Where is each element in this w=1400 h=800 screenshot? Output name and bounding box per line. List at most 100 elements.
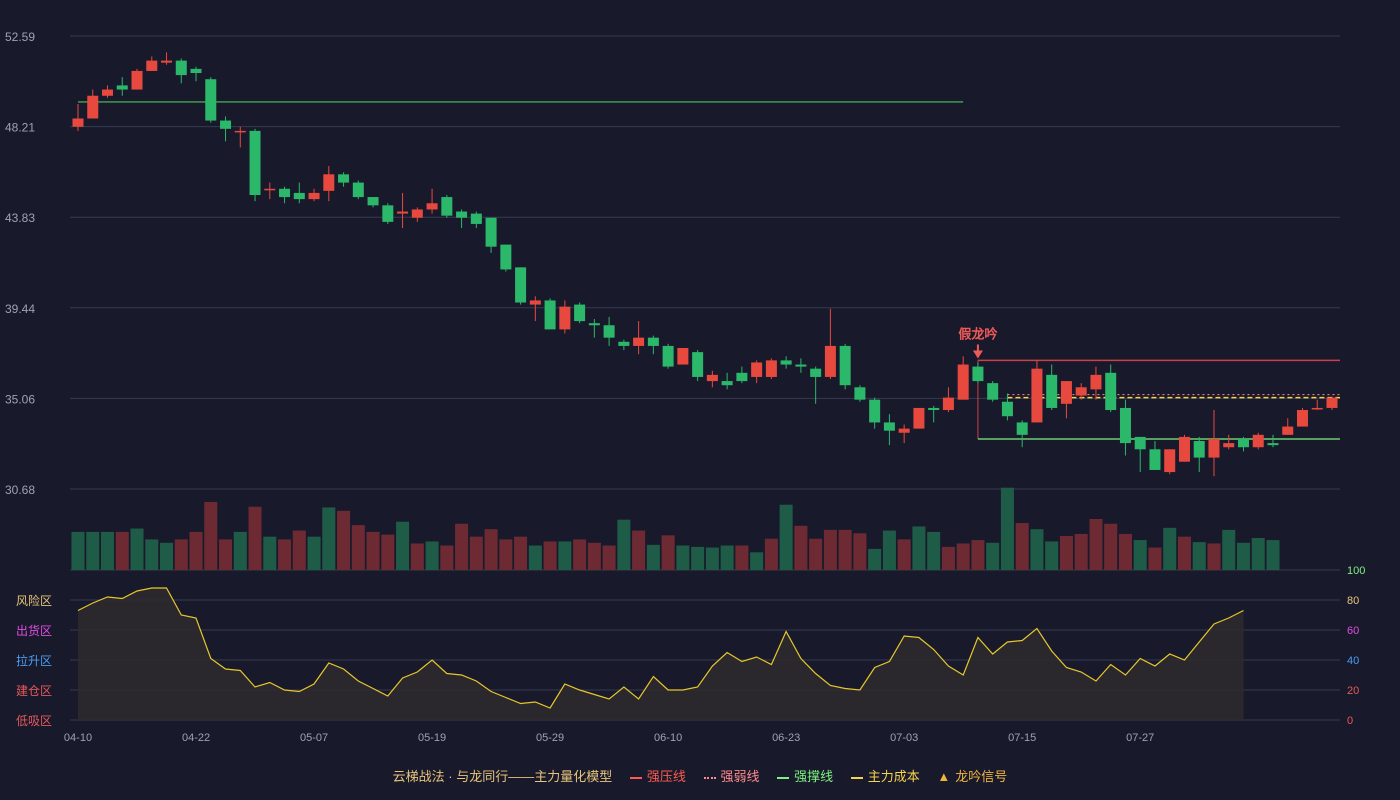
- volume-bar: [396, 521, 410, 570]
- volume-bar: [941, 546, 955, 570]
- volume-bar: [189, 531, 203, 570]
- candle-body: [1326, 397, 1338, 408]
- candle-body: [308, 192, 320, 200]
- candle-body: [323, 174, 335, 191]
- candle-body: [397, 211, 409, 214]
- x-tick-label: 06-23: [772, 732, 800, 744]
- volume-bar: [661, 535, 675, 570]
- volume-bar: [750, 552, 764, 570]
- volume-bar: [410, 543, 424, 570]
- candle-body: [1149, 449, 1161, 470]
- volume-bar: [646, 544, 660, 570]
- volume-bar: [337, 510, 351, 570]
- candle-body: [854, 387, 866, 400]
- candle-body: [780, 360, 792, 365]
- candle-body: [1046, 374, 1058, 408]
- candle-body: [824, 345, 836, 377]
- volume-bar: [1030, 529, 1044, 570]
- candle-body: [839, 345, 851, 386]
- volume-bar: [1177, 536, 1191, 570]
- candle-body: [456, 211, 468, 218]
- x-tick-label: 05-07: [300, 732, 328, 744]
- candle-body: [1105, 372, 1117, 411]
- candle-body: [338, 174, 350, 183]
- candle-body: [470, 213, 482, 224]
- candle-body: [441, 197, 453, 216]
- price-tick-label: 48.21: [5, 121, 35, 135]
- x-tick-label: 07-15: [1008, 732, 1036, 744]
- candle-body: [293, 192, 305, 200]
- candle-body: [1208, 438, 1220, 458]
- legend-item-main-cost: 主力成本: [850, 766, 920, 785]
- legend-item-signal: ▲ 龙吟信号: [937, 766, 1007, 785]
- volume-bar: [543, 541, 557, 570]
- legend-label: 强弱线: [720, 769, 760, 784]
- legend-item-strength-line: 强弱线: [703, 766, 760, 785]
- x-tick-label: 07-03: [890, 732, 918, 744]
- candle-body: [913, 407, 925, 429]
- candle-body: [1311, 407, 1323, 410]
- legend-swatch-dotted-pink: [703, 776, 716, 779]
- candle-body: [234, 130, 246, 133]
- candle-body: [161, 60, 173, 63]
- candle-body: [426, 203, 438, 210]
- volume-bar: [292, 530, 306, 570]
- volume-bar: [1251, 538, 1265, 570]
- candle-body: [1267, 443, 1279, 446]
- candle-body: [647, 337, 659, 346]
- candle-body: [146, 60, 158, 71]
- zone-label: 低吸区: [16, 714, 52, 728]
- candle-body: [972, 366, 984, 382]
- candle-body: [352, 182, 364, 198]
- volume-bar: [381, 534, 395, 570]
- candle-body: [633, 337, 645, 346]
- candle-body: [1164, 449, 1176, 473]
- volume-bar: [617, 519, 631, 570]
- candle-body: [1178, 436, 1190, 462]
- price-tick-label: 35.06: [5, 392, 35, 406]
- volume-bar: [912, 526, 926, 570]
- indicator-tick-label: 60: [1347, 625, 1359, 637]
- volume-bar: [573, 539, 587, 570]
- candles-layer: [72, 52, 1338, 477]
- candle-body: [1090, 374, 1102, 390]
- candle-body: [220, 120, 232, 129]
- volume-bar: [735, 545, 749, 570]
- price-tick-label: 30.68: [5, 483, 35, 497]
- candle-body: [116, 85, 128, 90]
- candle-body: [1252, 434, 1264, 448]
- volume-bar: [587, 542, 601, 570]
- volume-bar: [956, 543, 970, 570]
- candle-body: [736, 372, 748, 382]
- candle-body: [721, 381, 733, 386]
- volume-bar: [1222, 529, 1236, 570]
- indicator-tick-label: 20: [1347, 685, 1359, 697]
- volume-bar: [882, 530, 896, 570]
- candle-body: [249, 130, 261, 195]
- volume-bar: [927, 531, 941, 570]
- zone-label: 风险区: [16, 593, 52, 608]
- volume-bar: [764, 538, 778, 570]
- legend-title: 云梯战法 · 与龙同行——主力量化模型: [393, 766, 613, 785]
- volume-bar: [455, 523, 469, 570]
- volume-bar: [1192, 542, 1206, 570]
- zone-label: 出货区: [16, 623, 52, 638]
- candle-body: [559, 306, 571, 330]
- candle-body: [574, 304, 586, 322]
- volume-bar: [101, 531, 115, 570]
- indicator-area: [78, 588, 1244, 720]
- volume-bar: [1104, 523, 1118, 570]
- volume-bar: [794, 525, 808, 570]
- signal-arrow-icon: [972, 350, 983, 359]
- volume-bar: [1059, 536, 1073, 570]
- indicator-line: [77, 587, 1244, 709]
- x-tick-label: 06-10: [654, 732, 682, 744]
- candle-body: [942, 397, 954, 411]
- indicator-tick-label: 40: [1347, 655, 1359, 667]
- signal-label: 假龙吟: [958, 326, 997, 341]
- candle-body: [175, 60, 187, 76]
- volume-bar: [779, 504, 793, 570]
- candle-body: [1001, 401, 1013, 417]
- candle-body: [279, 188, 291, 198]
